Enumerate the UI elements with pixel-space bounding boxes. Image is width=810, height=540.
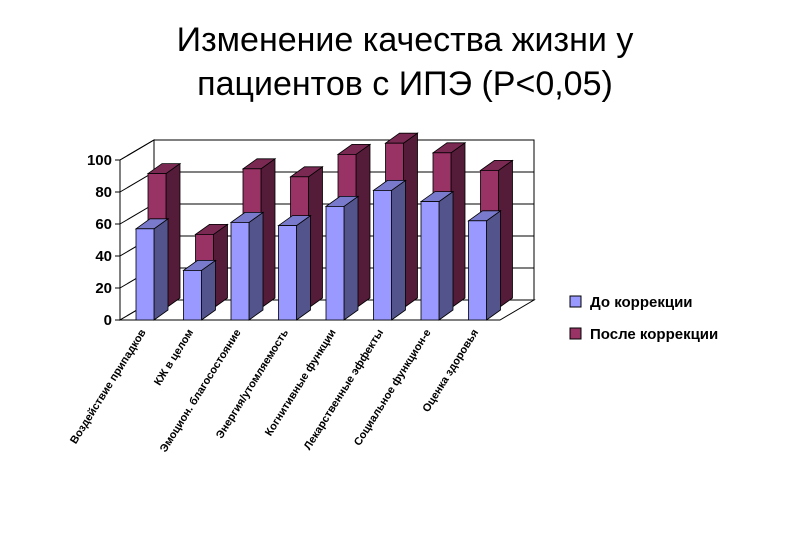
bar-side [153, 218, 169, 321]
x-tick-label: Воздействие припадков [68, 327, 149, 446]
bar-before [277, 214, 312, 321]
bar-front [325, 205, 345, 321]
bar-before [372, 179, 407, 321]
bar-side [486, 210, 501, 321]
bar-before [467, 210, 502, 321]
x-tick-label: КЖ в целом [152, 327, 196, 388]
bar-side [343, 195, 359, 321]
y-tick-label: 100 [87, 152, 112, 169]
x-tick-label: Оценка здоровья [420, 327, 481, 414]
bar-front [135, 228, 155, 321]
bar-side [248, 211, 264, 321]
y-tick-label: 60 [95, 216, 112, 233]
bar-side [391, 179, 406, 321]
bar-front [183, 269, 202, 321]
chart-legend: До коррекции После коррекции [569, 294, 718, 343]
bar-front [420, 201, 440, 321]
bar-front [373, 189, 392, 321]
bar-side [296, 214, 311, 321]
y-axis-ticks: 0 20 40 60 80 100 [87, 152, 120, 329]
bar-before [134, 218, 170, 321]
bar-front [278, 225, 297, 321]
chart-bars [134, 132, 514, 321]
x-tick-label: Эмоцион. благосостояние [158, 327, 244, 454]
chart-title: Изменение качества жизни у пациентов с И… [0, 18, 810, 106]
bar-front [230, 221, 250, 321]
bar-side [438, 190, 454, 321]
bar-before [229, 211, 265, 321]
x-axis-labels: Воздействие припадков КЖ в целомЭмоцион. … [68, 327, 481, 455]
bar-front [468, 220, 487, 321]
legend-swatch [569, 295, 582, 308]
bar-before [182, 259, 217, 321]
y-tick-label: 20 [95, 280, 112, 297]
bar-before [419, 190, 455, 321]
x-tick-label: Лекарственные эффекты [302, 327, 386, 452]
y-tick-label: 80 [95, 184, 112, 201]
legend-swatch [569, 327, 582, 340]
bar-before [324, 195, 360, 321]
chart-title-line1: Изменение качества жизни у [176, 21, 634, 59]
legend-label: До коррекции [590, 294, 693, 311]
chart-title-line2: пациентов с ИПЭ (P<0,05) [197, 65, 613, 103]
y-tick-label: 40 [95, 248, 112, 265]
y-tick-label: 0 [104, 312, 112, 329]
legend-label: После коррекции [590, 326, 718, 343]
